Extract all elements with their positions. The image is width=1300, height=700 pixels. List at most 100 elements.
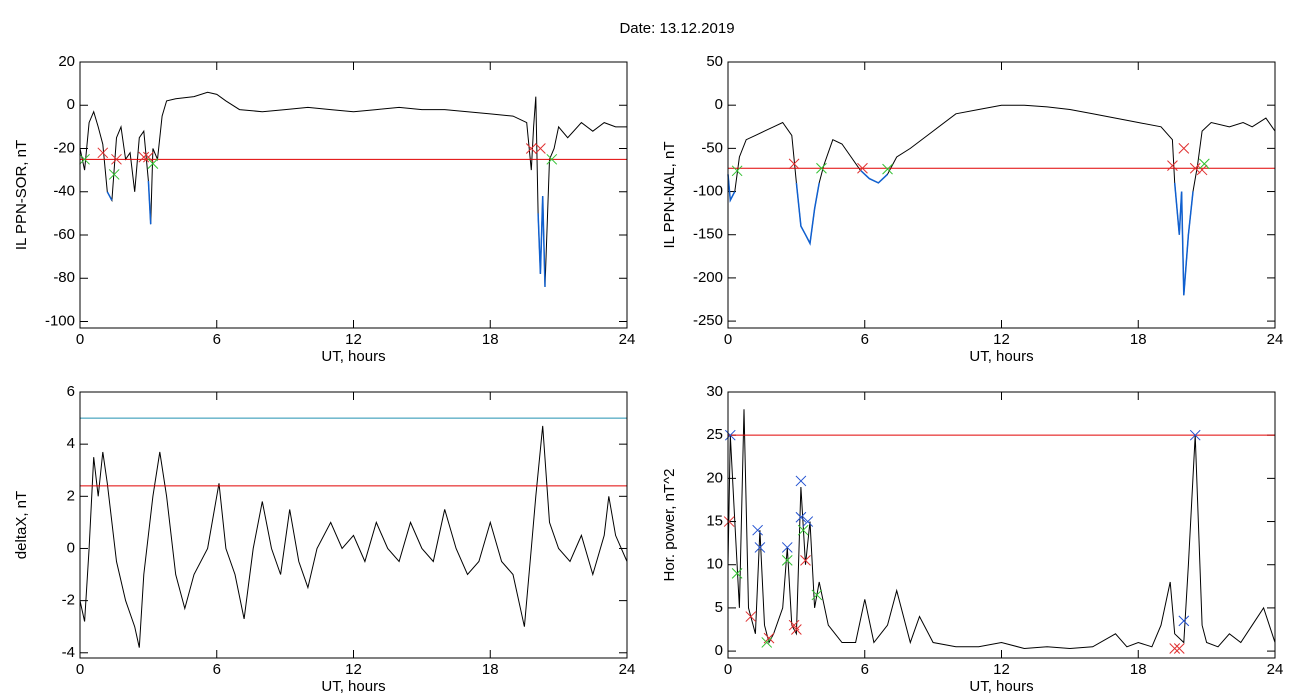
x-tick-label: 24: [619, 331, 636, 348]
event-marker: [723, 516, 735, 527]
y-tick-label: 5: [715, 599, 723, 616]
x-tick-label: 24: [619, 661, 636, 678]
x-tick-label: 6: [861, 331, 869, 348]
below-threshold-line: [727, 174, 736, 203]
x-tick-label: 12: [993, 661, 1010, 678]
event-marker: [816, 162, 827, 174]
event-marker: [797, 524, 809, 536]
below-threshold-line: [795, 182, 820, 246]
below-threshold-line: [1173, 182, 1194, 296]
y-tick-label: 30: [706, 383, 723, 400]
event-marker: [143, 151, 154, 163]
event-marker: [108, 169, 120, 180]
event-marker: [745, 611, 757, 622]
below-threshold-line: [859, 169, 889, 184]
event-marker: [731, 165, 743, 177]
y-tick-label: -100: [45, 312, 75, 329]
x-tick-label: 6: [861, 661, 869, 678]
y-tick-label: 0: [67, 96, 75, 113]
event-marker: [1178, 143, 1190, 154]
y-tick-label: 10: [706, 556, 723, 573]
y-tick-label: 20: [706, 469, 723, 486]
y-tick-label: 2: [67, 487, 75, 504]
x-tick-label: 0: [724, 331, 732, 348]
plot-frame: [727, 61, 1276, 329]
y-axis-label: Hor. power, nT^2: [661, 469, 678, 582]
event-marker: [761, 637, 773, 648]
event-marker: [788, 158, 800, 170]
x-tick-label: 18: [1130, 331, 1147, 348]
below-threshold-line: [106, 191, 113, 201]
y-tick-label: 0: [715, 642, 723, 659]
event-marker: [1189, 162, 1201, 174]
x-tick-label: 6: [213, 661, 221, 678]
event-marker: [1189, 429, 1201, 441]
event-marker: [731, 568, 743, 579]
event-marker: [802, 516, 814, 527]
y-tick-label: -4: [62, 644, 75, 661]
event-marker: [111, 153, 122, 165]
y-tick-label: -150: [693, 226, 723, 243]
y-tick-label: 50: [706, 53, 723, 70]
y-tick-label: 4: [67, 435, 75, 452]
y-tick-label: 6: [67, 383, 75, 400]
y-tick-label: -60: [53, 226, 75, 243]
event-marker: [1173, 643, 1185, 654]
event-marker: [1169, 643, 1181, 654]
x-tick-label: 12: [345, 331, 362, 348]
y-tick-label: -40: [53, 183, 75, 200]
y-tick-label: -20: [53, 139, 75, 156]
x-tick-label: 6: [213, 331, 221, 348]
event-marker: [97, 147, 109, 159]
event-marker: [857, 162, 868, 174]
x-tick-label: 0: [76, 661, 84, 678]
event-marker: [811, 589, 823, 601]
event-marker: [795, 511, 807, 523]
event-marker: [138, 151, 150, 163]
event-marker: [525, 143, 537, 154]
event-marker: [1196, 164, 1208, 176]
y-tick-label: 25: [706, 426, 723, 443]
event-marker: [546, 153, 558, 165]
event-marker: [1198, 158, 1210, 170]
y-tick-label: -50: [701, 139, 723, 156]
y-tick-label: -200: [693, 269, 723, 286]
event-marker: [752, 524, 763, 536]
x-axis-label: UT, hours: [969, 678, 1033, 695]
event-marker: [800, 555, 811, 566]
event-marker: [781, 555, 793, 566]
x-axis-label: UT, hours: [321, 678, 385, 695]
x-axis-label: UT, hours: [321, 348, 385, 365]
event-marker: [754, 542, 766, 553]
x-tick-label: 12: [993, 331, 1010, 348]
event-marker: [1167, 160, 1178, 171]
y-axis-label: IL PPN-NAL, nT: [661, 142, 678, 249]
plot-frame: [79, 61, 628, 329]
event-marker: [535, 143, 546, 154]
x-tick-label: 12: [345, 661, 362, 678]
y-tick-label: -250: [693, 312, 723, 329]
event-marker: [781, 542, 793, 553]
x-tick-label: 24: [1267, 661, 1284, 678]
data-line: [727, 409, 1276, 650]
x-tick-label: 0: [724, 661, 732, 678]
y-tick-label: -2: [62, 592, 75, 609]
plot-frame: [79, 391, 628, 659]
y-tick-label: 15: [706, 513, 723, 530]
x-axis-label: UT, hours: [969, 348, 1033, 365]
y-tick-label: -80: [53, 269, 75, 286]
event-marker: [147, 158, 159, 169]
x-tick-label: 18: [482, 661, 499, 678]
y-axis-label: IL PPN-SOR, nT: [13, 140, 30, 250]
x-tick-label: 0: [76, 331, 84, 348]
y-tick-label: 0: [715, 96, 723, 113]
event-marker: [791, 624, 802, 635]
y-tick-label: 0: [67, 539, 75, 556]
event-marker: [1178, 615, 1190, 627]
event-marker: [724, 429, 736, 441]
x-tick-label: 24: [1267, 331, 1284, 348]
below-threshold-line: [537, 196, 546, 287]
y-tick-label: -100: [693, 183, 723, 200]
data-line: [727, 104, 1276, 296]
